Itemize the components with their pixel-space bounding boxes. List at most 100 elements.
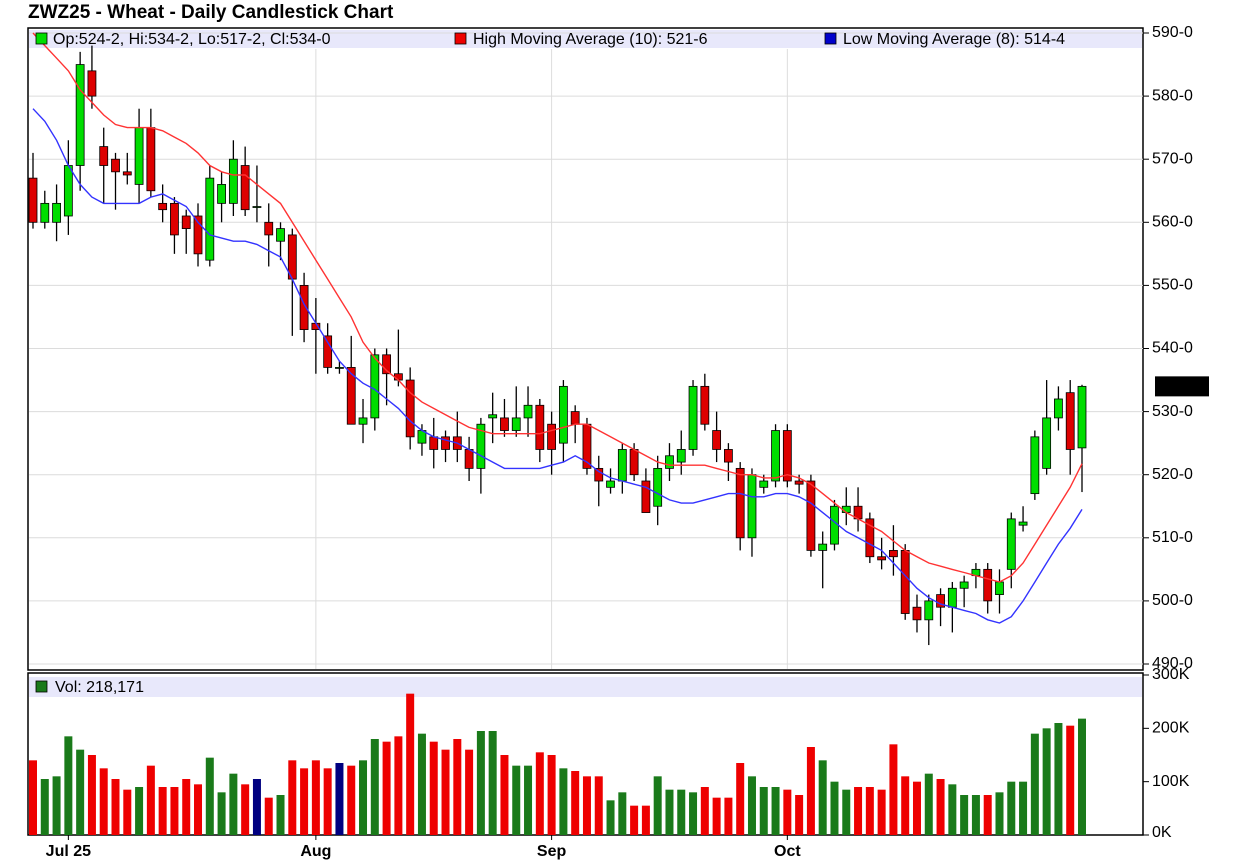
- volume-bar: [335, 763, 344, 835]
- candle-body: [617, 449, 627, 482]
- candle-body: [936, 594, 945, 608]
- candle-body: [382, 354, 391, 375]
- x-tick-label: Aug: [300, 843, 331, 860]
- legend-entry: High Moving Average (10): 521-6: [473, 31, 708, 48]
- candle-body: [464, 449, 474, 469]
- volume-bar: [370, 739, 379, 835]
- candle-body: [865, 518, 875, 558]
- x-tick-label: Oct: [774, 843, 801, 860]
- moving-average-line: [32, 32, 1083, 583]
- candle-body: [594, 467, 604, 482]
- y-tick-label: 570-0: [1152, 150, 1193, 167]
- volume-legend-box: [35, 680, 48, 693]
- candle-body: [405, 379, 415, 438]
- moving-average-line: [32, 108, 1083, 624]
- legend-swatch: [454, 32, 467, 45]
- volume-bar: [453, 739, 462, 835]
- candle-body: [264, 221, 274, 236]
- y-tick-label: 540-0: [1152, 340, 1193, 357]
- volume-bar: [52, 776, 61, 835]
- volume-bar: [818, 760, 827, 835]
- volume-bar: [771, 787, 780, 835]
- candle-body: [122, 171, 132, 176]
- y-tick-label: 510-0: [1152, 529, 1193, 546]
- candle-body: [641, 480, 651, 513]
- volume-bar: [64, 736, 73, 835]
- candle-body: [158, 202, 168, 211]
- volume-bar: [512, 765, 521, 835]
- candle-body: [995, 581, 1004, 595]
- volume-bar: [960, 795, 969, 835]
- candle-body: [228, 158, 238, 204]
- candle-body: [629, 449, 639, 476]
- volume-bar: [441, 749, 450, 835]
- volume-bar: [747, 776, 756, 835]
- volume-bar: [594, 776, 603, 835]
- volume-bar: [476, 731, 485, 835]
- volume-bar: [865, 787, 874, 835]
- price-legend-strip: [29, 30, 1142, 48]
- volume-bar: [995, 792, 1004, 835]
- candle-body: [676, 449, 686, 463]
- volume-bar: [677, 789, 686, 835]
- volume-bar: [912, 781, 921, 835]
- volume-bar: [323, 768, 332, 835]
- candle-body: [806, 480, 816, 551]
- y-tick-label: 560-0: [1152, 214, 1193, 231]
- candle-body: [252, 206, 262, 208]
- candle-body: [111, 158, 120, 173]
- last-price-label: 534-0: [1157, 378, 1198, 395]
- volume-bar: [229, 773, 238, 835]
- volume-bar: [347, 765, 356, 835]
- volume-bar: [40, 779, 49, 835]
- volume-bar: [1042, 728, 1051, 835]
- volume-bar: [700, 787, 709, 835]
- candle-body: [87, 70, 97, 97]
- candle-body: [947, 587, 957, 608]
- volume-bar: [276, 795, 285, 835]
- volume-bar: [559, 768, 568, 835]
- volume-bar: [783, 789, 792, 835]
- candle-body: [40, 202, 50, 223]
- candle-body: [240, 165, 250, 211]
- candle-body: [912, 606, 922, 621]
- candle-body: [700, 385, 710, 425]
- volume-bar: [99, 768, 108, 835]
- candle-body: [358, 417, 368, 425]
- candle-body: [653, 467, 663, 507]
- y-tick-label: 490-0: [1152, 655, 1193, 672]
- candle-body: [52, 202, 61, 223]
- candle-body: [877, 556, 887, 561]
- candle-body: [818, 543, 828, 551]
- volume-bar: [924, 773, 933, 835]
- volume-bar: [795, 795, 804, 835]
- volume-bar: [417, 733, 426, 835]
- volume-bar: [252, 779, 261, 835]
- volume-bar: [901, 776, 910, 835]
- volume-bar: [311, 760, 320, 835]
- volume-bar: [1019, 781, 1028, 835]
- volume-bar: [936, 779, 945, 835]
- volume-bar: [889, 744, 898, 835]
- volume-bar: [842, 789, 851, 835]
- candle-body: [735, 467, 745, 539]
- y-tick-label: 550-0: [1152, 277, 1193, 294]
- candle-body: [959, 581, 969, 589]
- candle-body: [370, 354, 380, 419]
- volume-bar: [830, 781, 839, 835]
- legend: High Moving Average (10): 521-6 Low Movin…: [454, 31, 1065, 48]
- volume-bar: [524, 765, 533, 835]
- candle-body: [983, 568, 993, 602]
- candle-body: [500, 417, 509, 431]
- volume-bar: [264, 797, 273, 835]
- volume-bar: [135, 787, 144, 835]
- candle-body: [558, 385, 568, 444]
- volume-bar: [724, 797, 733, 835]
- ohlc-legend: Op:524-2, Hi:534-2, Lo:517-2, Cl:534-0: [53, 31, 331, 48]
- candle-body: [299, 284, 309, 330]
- candle-body: [523, 404, 533, 419]
- y2-tick-label: 100K: [1152, 773, 1190, 790]
- candle-body: [900, 550, 910, 614]
- candle-body: [747, 474, 757, 539]
- candle-body: [889, 550, 898, 558]
